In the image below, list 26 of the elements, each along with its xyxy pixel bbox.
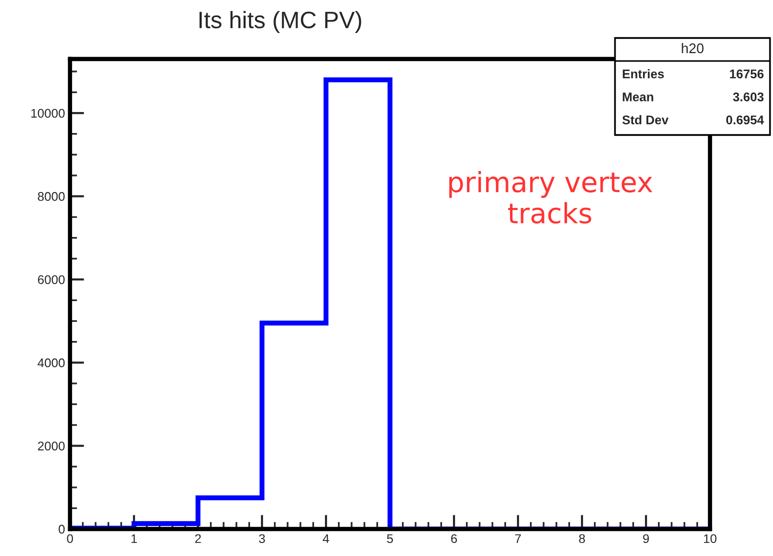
x-tick-label: 0 <box>67 534 73 544</box>
chart-title: Its hits (MC PV) <box>200 10 362 33</box>
x-tick-label: 4 <box>322 534 330 543</box>
y-tick-label: 4000 <box>38 358 65 368</box>
annotation: Std Dev <box>622 115 668 124</box>
text: 0.6954 <box>726 116 764 124</box>
x-tick-label: 7 <box>515 534 521 543</box>
annotation: Mean <box>622 92 654 102</box>
text: 3.603 <box>733 92 764 102</box>
x-tick-label: 9 <box>643 534 649 544</box>
y-tick-label: 6000 <box>38 275 65 284</box>
y-tick-label: 8000 <box>38 192 65 201</box>
y-tick-label: 2000 <box>38 442 65 450</box>
x-tick-label: 8 <box>579 534 585 544</box>
text: h20 <box>682 43 704 54</box>
text: 16756 <box>730 70 764 78</box>
x-tick-label: 10 <box>704 534 716 544</box>
annotation: Entries <box>622 69 664 78</box>
annotation: primary vertex tracks <box>449 171 652 224</box>
x-tick-label: 5 <box>387 534 393 544</box>
x-tick-label: 1 <box>131 534 137 543</box>
x-tick-label: 2 <box>195 534 201 543</box>
x-tick-label: 6 <box>451 534 457 544</box>
x-tick-label: 3 <box>259 534 265 544</box>
y-tick-label: 0 <box>58 524 65 534</box>
y-tick-label: 10000 <box>31 108 65 118</box>
